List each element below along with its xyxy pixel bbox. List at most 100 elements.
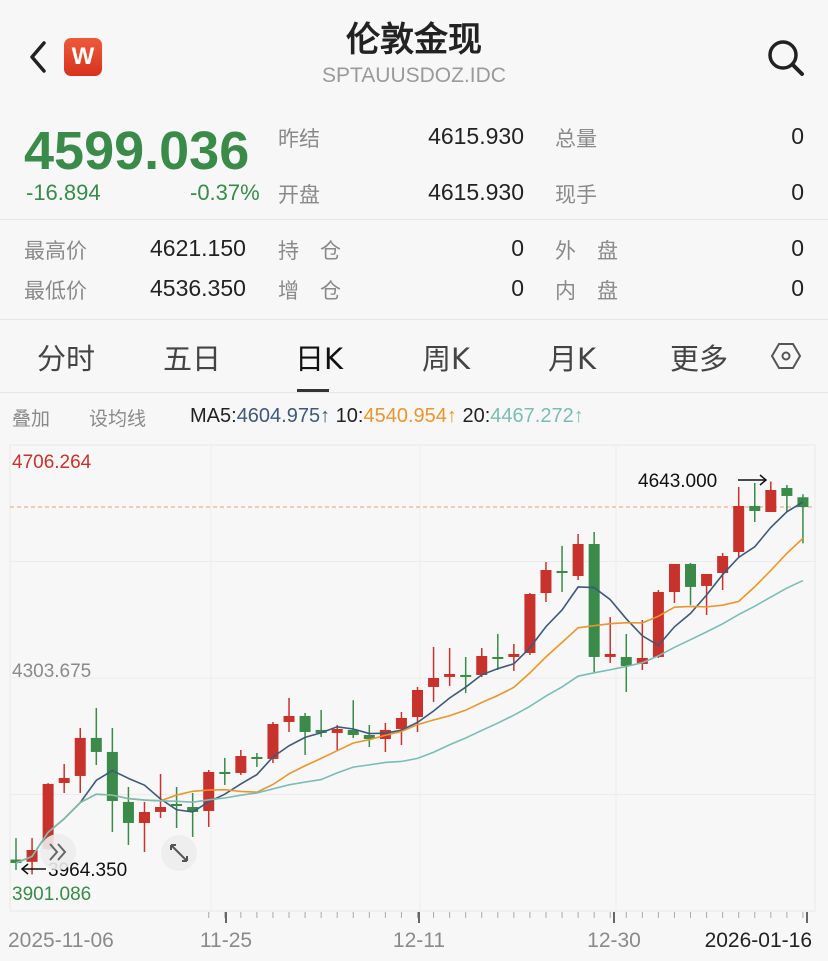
set-ma-button[interactable]: 设均线 <box>89 408 147 430</box>
candle-body <box>668 563 680 592</box>
candle-body <box>171 803 183 807</box>
candle-body <box>717 555 729 573</box>
label-current-hand: 现手 <box>555 183 597 207</box>
ma10-line <box>15 537 804 864</box>
label-inner-volume: 内 盘 <box>555 279 618 303</box>
value-outer-volume: 0 <box>791 235 804 261</box>
candle-body <box>363 734 375 739</box>
tab-monthly-k[interactable]: 月K <box>548 342 597 376</box>
candle-body <box>652 591 664 657</box>
candle-body <box>138 811 150 823</box>
candle-body <box>412 689 423 717</box>
ma5-line <box>15 501 804 864</box>
chart-grid <box>9 444 816 912</box>
candle-body <box>219 771 231 775</box>
label-total-volume: 总量 <box>555 127 597 151</box>
tab-intraday[interactable]: 分时 <box>37 342 96 376</box>
candle-body <box>203 771 215 811</box>
label-outer-volume: 外 盘 <box>555 239 618 263</box>
candle-body <box>90 737 102 752</box>
ma20-value: 4467.272↑ <box>490 405 584 427</box>
candle-body <box>235 756 247 773</box>
value-low: 4536.350 <box>150 275 246 301</box>
candle-body <box>42 783 54 850</box>
app-logo: W <box>64 38 102 76</box>
value-open-interest: 0 <box>511 235 524 261</box>
price-change-pct: -0.37% <box>190 180 260 205</box>
ma5-label: MA5: <box>190 405 237 427</box>
candle-body <box>106 751 118 801</box>
x-label-12-30: 12-30 <box>587 929 641 952</box>
moving-average-lines <box>15 501 804 864</box>
y-label-max: 4706.264 <box>12 452 92 473</box>
candle-body <box>187 806 199 812</box>
tab-more[interactable]: 更多 <box>670 342 729 376</box>
overlay-button[interactable]: 叠加 <box>12 408 51 430</box>
candle-body <box>685 563 697 587</box>
x-label-11-25: 11-25 <box>200 929 252 952</box>
tab-five-day[interactable]: 五日 <box>163 342 222 376</box>
candle-body <box>620 656 632 667</box>
value-current-hand: 0 <box>791 179 804 205</box>
candle-body <box>572 544 584 577</box>
x-label-end: 2026-01-16 <box>705 929 812 952</box>
candle-body <box>701 573 713 586</box>
ma-legend: MA5:4604.975↑ 10:4540.954↑ 20:4467.272↑ <box>190 405 584 428</box>
x-label-start: 2025-11-06 <box>8 929 114 952</box>
candle-body <box>540 569 552 594</box>
label-oi-change: 增 仓 <box>278 279 341 303</box>
last-price: 4599.036 <box>24 121 250 181</box>
candle-body <box>251 756 263 759</box>
ma20-label: 20: <box>462 405 491 427</box>
value-open: 4615.930 <box>428 179 524 205</box>
scroll-back-button[interactable] <box>40 834 76 870</box>
low-arrow-icon <box>20 863 46 875</box>
price-change: -16.894 <box>26 180 101 205</box>
ma20-line <box>15 579 804 864</box>
candle-body <box>283 715 295 722</box>
value-high: 4621.150 <box>150 235 246 261</box>
candle-body <box>299 715 311 732</box>
candle-body <box>508 653 520 657</box>
candle-body <box>122 801 134 823</box>
back-button[interactable] <box>24 38 54 76</box>
candle-body <box>444 673 456 677</box>
candle-body <box>155 806 167 812</box>
fullscreen-button[interactable] <box>161 835 197 871</box>
candle-body <box>476 655 488 675</box>
candle-body <box>781 487 793 496</box>
divider <box>0 392 828 393</box>
value-oi-change: 0 <box>511 275 524 301</box>
candle-body <box>10 859 22 864</box>
candle-body <box>636 657 648 664</box>
tab-daily-k[interactable]: 日K <box>295 342 344 376</box>
instrument-code: SPTAUUSDOZ.IDC <box>322 64 506 87</box>
high-arrow-icon <box>738 474 768 486</box>
ma5-value: 4604.975↑ <box>236 405 331 427</box>
chart-settings-button[interactable] <box>770 340 802 372</box>
label-high: 最高价 <box>24 239 87 263</box>
label-prev-settle: 昨结 <box>278 127 320 151</box>
divider <box>0 319 828 320</box>
ma10-value: 4540.954↑ <box>363 405 457 427</box>
candle-body <box>588 544 600 657</box>
double-chevron-icon <box>49 843 67 861</box>
candle-body <box>765 490 777 512</box>
candle-body <box>58 777 70 783</box>
tab-weekly-k[interactable]: 周K <box>422 342 471 376</box>
candle-body <box>395 717 407 729</box>
high-annotation: 4643.000 <box>638 471 717 492</box>
candle-body <box>492 656 504 660</box>
divider <box>0 219 828 220</box>
ma10-label: 10: <box>335 405 364 427</box>
label-open: 开盘 <box>278 183 320 207</box>
expand-icon <box>170 844 188 862</box>
value-prev-settle: 4615.930 <box>428 123 524 149</box>
search-button[interactable] <box>764 36 808 80</box>
candle-body <box>74 737 86 776</box>
candle-body <box>428 677 440 687</box>
candle-body <box>524 594 536 653</box>
candle-body <box>733 505 745 552</box>
candles <box>10 481 809 875</box>
